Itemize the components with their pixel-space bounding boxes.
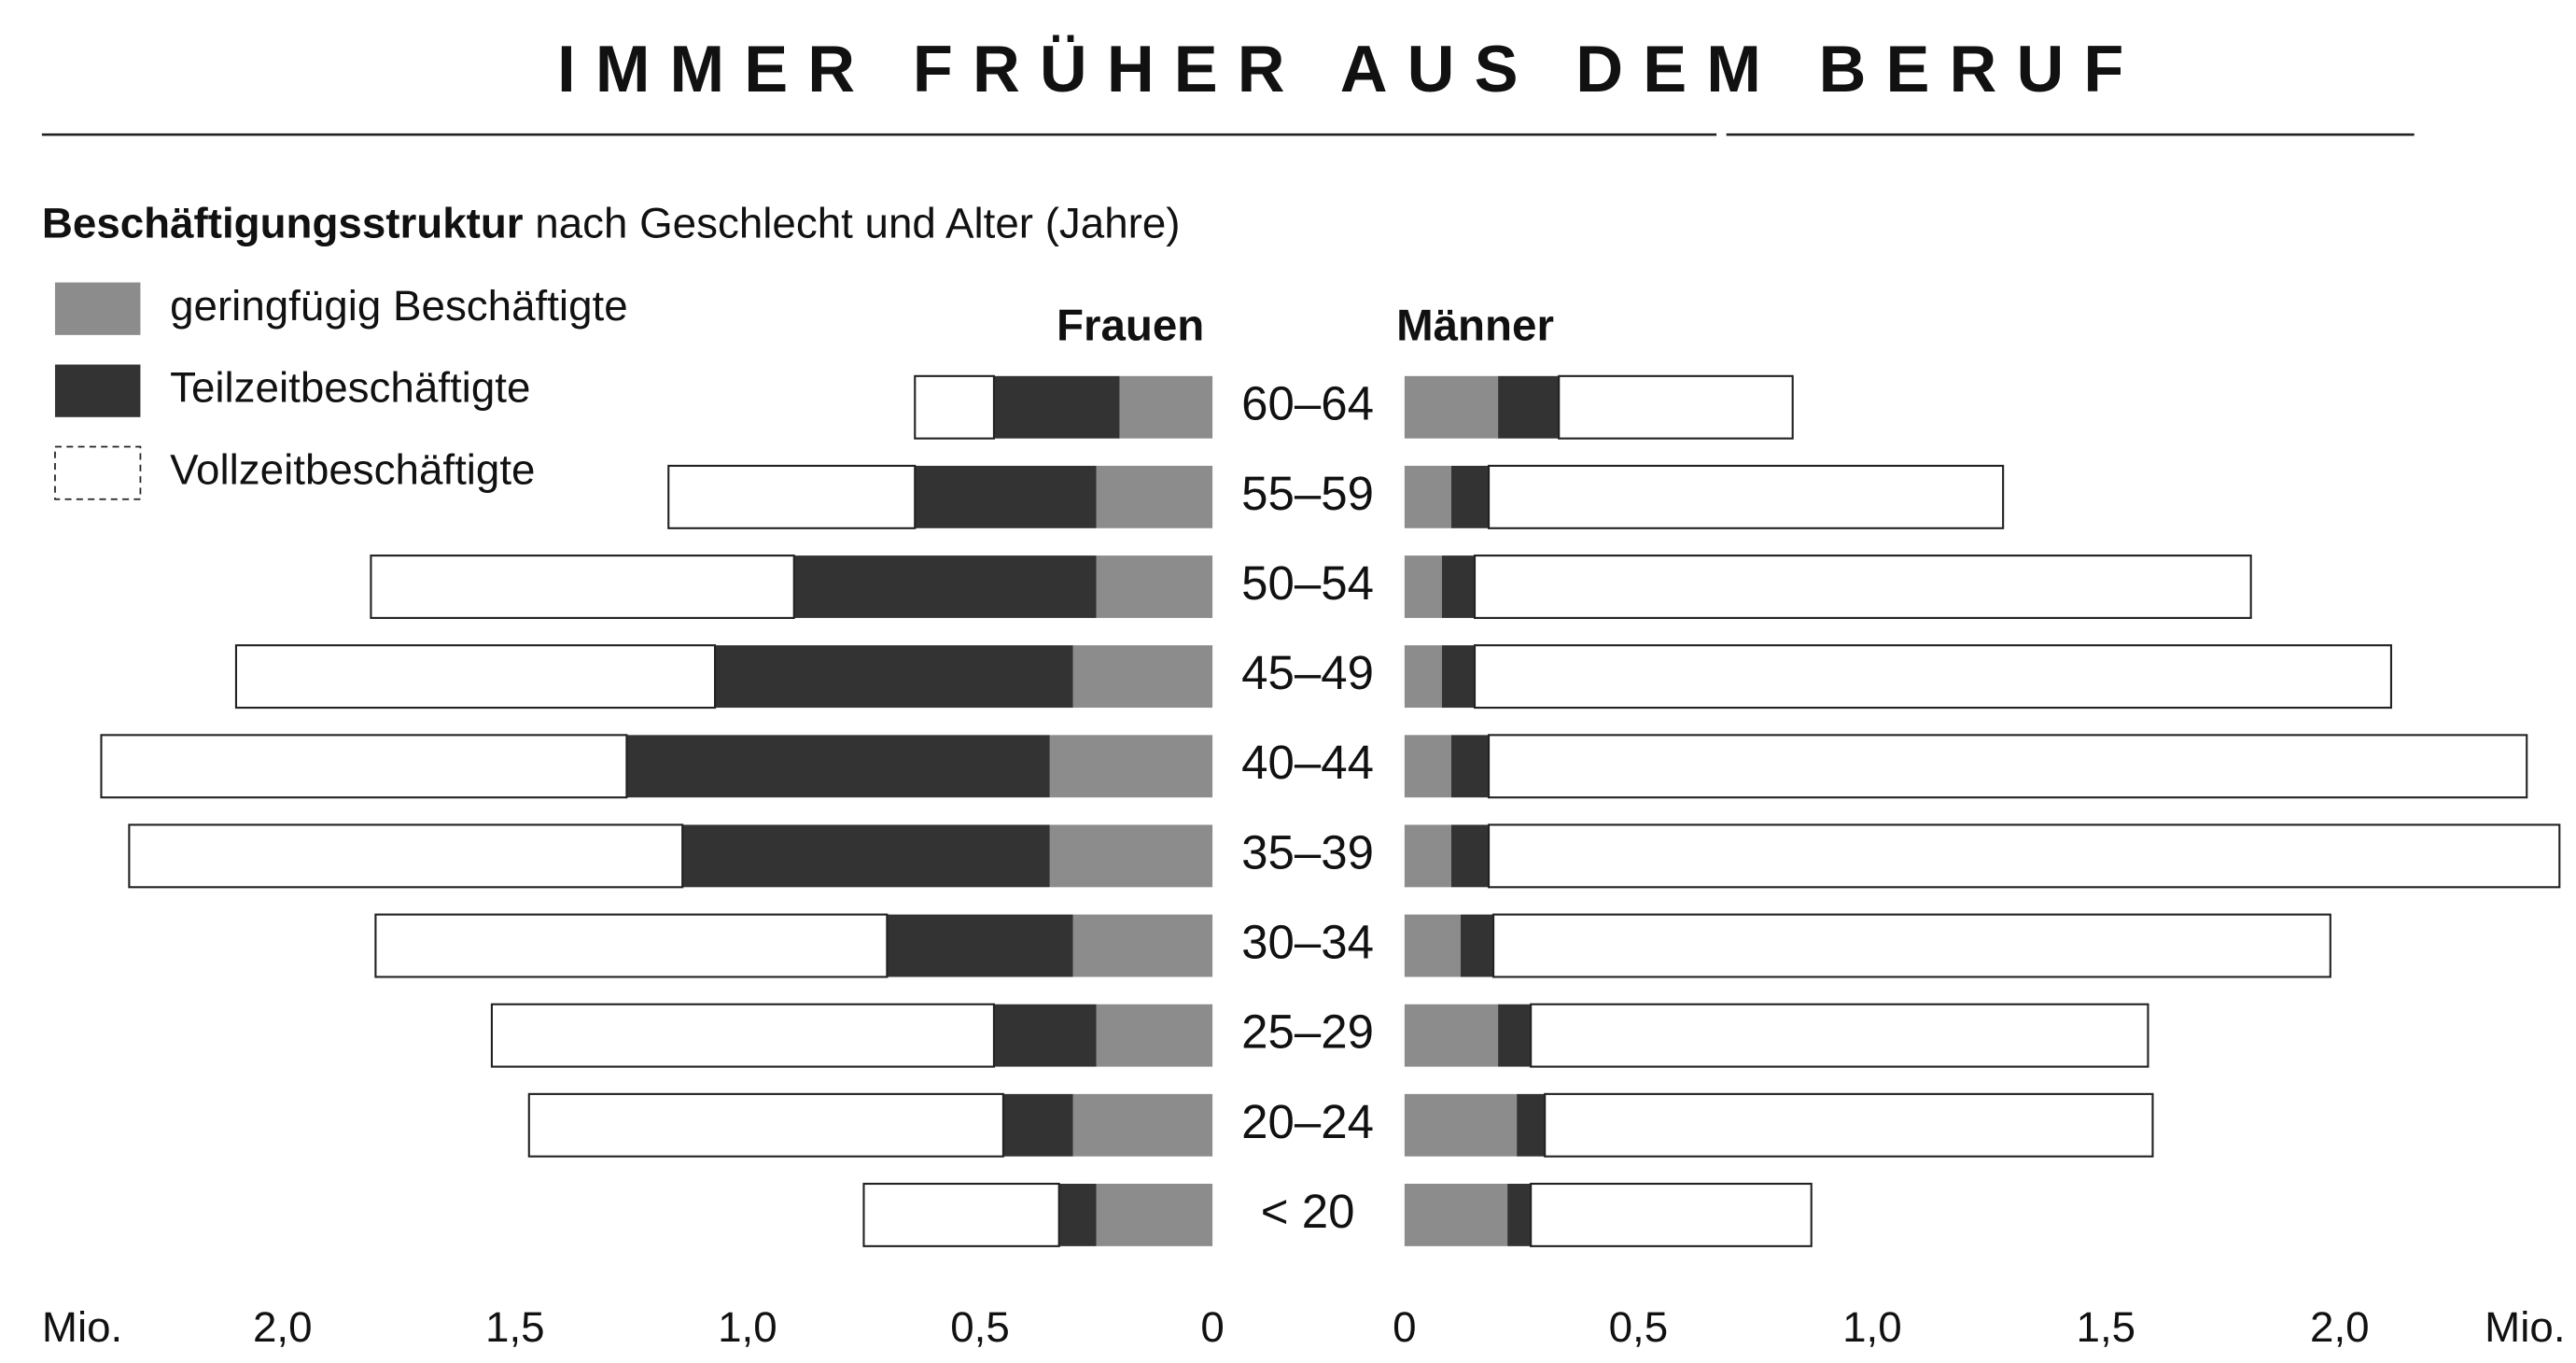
legend-label: geringfügig Beschäftigte [170,282,628,330]
bar-segment [667,464,917,529]
x-tick-label: 2,0 [2310,1303,2370,1351]
bar-segment [1058,1184,1097,1246]
bar-segment [1450,735,1490,798]
bar-segment [1441,645,1476,709]
subtitle-bold: Beschäftigungsstruktur [42,200,524,247]
bar-segment [626,735,1050,798]
side-label: Männer [1396,301,1554,350]
bar-segment [370,555,795,619]
bar-segment [1049,824,1213,888]
bar-segment [793,555,1097,618]
bar-segment [1404,824,1451,888]
category-label: 45–49 [1241,646,1374,699]
legend-swatch [54,282,141,335]
bar-segment [1544,1092,2154,1158]
category-label: < 20 [1261,1185,1355,1238]
x-tick-label: 1,5 [485,1303,545,1351]
side-label: Frauen [1057,301,1204,350]
bar-segment [715,645,1073,709]
bar-segment [1498,375,1560,439]
bar-segment [1473,555,2252,619]
x-tick-label: 1,0 [1842,1303,1902,1351]
category-label: 20–24 [1241,1095,1374,1148]
bar-segment [1404,1004,1499,1067]
bar-segment [914,374,996,440]
legend-label: Vollzeitbeschäftigte [170,446,535,494]
bar-segment [993,1004,1097,1067]
bar-segment [100,734,628,799]
bar-segment [234,644,717,710]
bar-segment [1492,913,2331,978]
bar-segment [1404,1184,1508,1246]
bar-segment [915,465,1097,528]
chart-title: IMMER FRÜHER AUS DEM BERUF [557,32,2143,105]
category-label: 55–59 [1241,467,1374,520]
bar-segment [1096,465,1213,528]
bar-segment [1404,735,1451,798]
x-tick-label: 0 [1393,1303,1416,1351]
bar-segment [1096,1184,1213,1246]
x-tick-label: 0 [1200,1303,1224,1351]
category-label: 50–54 [1241,556,1374,610]
bar-segment [1488,823,2561,889]
bar-segment [1096,555,1213,618]
legend-swatch [54,445,142,500]
bar-segment [1507,1184,1532,1246]
bar-segment [1404,465,1451,528]
bar-segment [993,375,1120,439]
bar-segment [1072,914,1213,977]
bar-segment [1404,375,1499,439]
bar-segment [1096,1004,1213,1067]
category-label: 40–44 [1241,736,1374,789]
bar-segment [1002,1093,1073,1157]
bar-segment [1119,375,1213,439]
category-label: 35–39 [1241,825,1374,878]
bar-segment [1530,1182,1813,1247]
x-tick-label: 0,5 [950,1303,1010,1351]
x-tick-label: 1,0 [718,1303,777,1351]
bar-segment [1072,645,1213,709]
bar-segment [128,823,684,889]
bar-segment [1558,374,1794,440]
bar-segment [1404,645,1442,709]
bar-segment [527,1092,1004,1158]
bar-segment [682,824,1050,888]
bar-segment [490,1003,996,1068]
bar-segment [1473,644,2393,710]
x-tick-label: 2,0 [253,1303,313,1351]
legend-swatch [54,364,141,417]
bar-segment [1049,735,1213,798]
legend-label: Teilzeitbeschäftigte [170,364,530,412]
bar-segment [1072,1093,1213,1157]
bar-segment [1530,1003,2149,1068]
subtitle: Beschäftigungsstruktur nach Geschlecht u… [42,200,1181,247]
bar-segment [1441,555,1476,618]
bar-segment [1461,914,1494,977]
category-label: 25–29 [1241,1005,1374,1059]
bar-segment [1517,1093,1546,1157]
bar-segment [862,1182,1060,1247]
x-tick-label: 0,5 [1609,1303,1669,1351]
bar-segment [1404,1093,1518,1157]
bar-segment [887,914,1073,977]
bar-segment [374,913,889,978]
unit-label: Mio. [42,1303,122,1351]
bar-segment [1404,555,1442,618]
category-label: 30–34 [1241,915,1374,968]
unit-label: Mio. [2485,1303,2565,1351]
bar-segment [1450,824,1490,888]
bar-segment [1488,734,2528,799]
bar-segment [1450,465,1490,528]
bar-segment [1488,464,2005,529]
category-label: 60–64 [1241,377,1374,430]
x-tick-label: 1,5 [2077,1303,2136,1351]
bar-segment [1404,914,1462,977]
subtitle-rest: nach Geschlecht und Alter (Jahre) [535,200,1180,247]
bar-segment [1498,1004,1532,1067]
